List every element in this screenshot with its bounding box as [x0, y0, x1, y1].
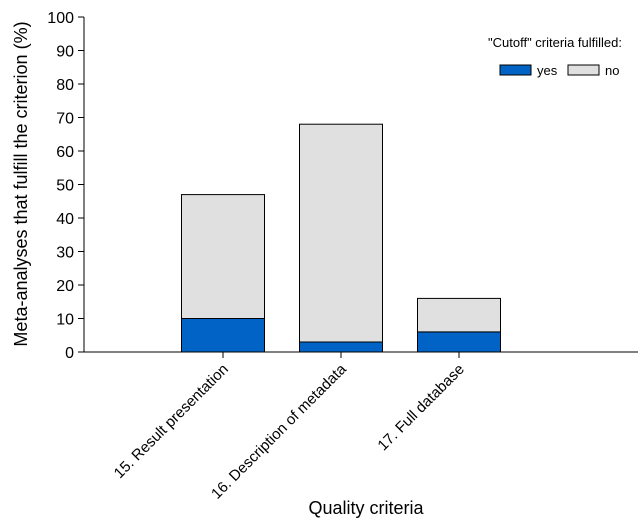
y-tick-label: 40	[56, 211, 74, 228]
legend-label-yes: yes	[537, 63, 558, 78]
y-tick-label: 0	[65, 345, 74, 362]
y-tick-label: 100	[47, 10, 74, 27]
category-label: 15. Result presentation	[111, 361, 232, 482]
legend-swatch-yes	[499, 64, 532, 76]
y-tick-label: 80	[56, 77, 74, 94]
bar-no-3	[417, 297, 501, 333]
y-tick-label: 30	[56, 245, 74, 262]
y-ticks: 0 10 20 30 40 50 60 70 80 90 100	[47, 10, 84, 362]
y-tick-label: 90	[56, 44, 74, 61]
bar-yes-2	[299, 341, 383, 353]
x-axis-title: Quality criteria	[308, 498, 424, 518]
category-label: 16. Description of metadata	[208, 360, 350, 502]
legend-label-no: no	[605, 63, 619, 78]
y-tick-label: 10	[56, 312, 74, 329]
legend-title: "Cutoff" criteria fulfilled:	[488, 35, 622, 50]
bar-no-1	[181, 194, 265, 320]
y-axis-title: Meta-analyses that fulfill the criterion…	[11, 21, 31, 346]
bars	[181, 123, 501, 353]
legend-swatch-no	[567, 64, 600, 76]
category-label: 17. Full database	[374, 361, 467, 454]
y-tick-label: 70	[56, 111, 74, 128]
y-tick-label: 20	[56, 278, 74, 295]
legend: "Cutoff" criteria fulfilled: yes no	[488, 35, 622, 78]
bar-yes-3	[417, 331, 501, 353]
bar-yes-1	[181, 318, 265, 353]
y-tick-label: 60	[56, 144, 74, 161]
y-tick-label: 50	[56, 178, 74, 195]
bar-no-2	[299, 123, 383, 343]
